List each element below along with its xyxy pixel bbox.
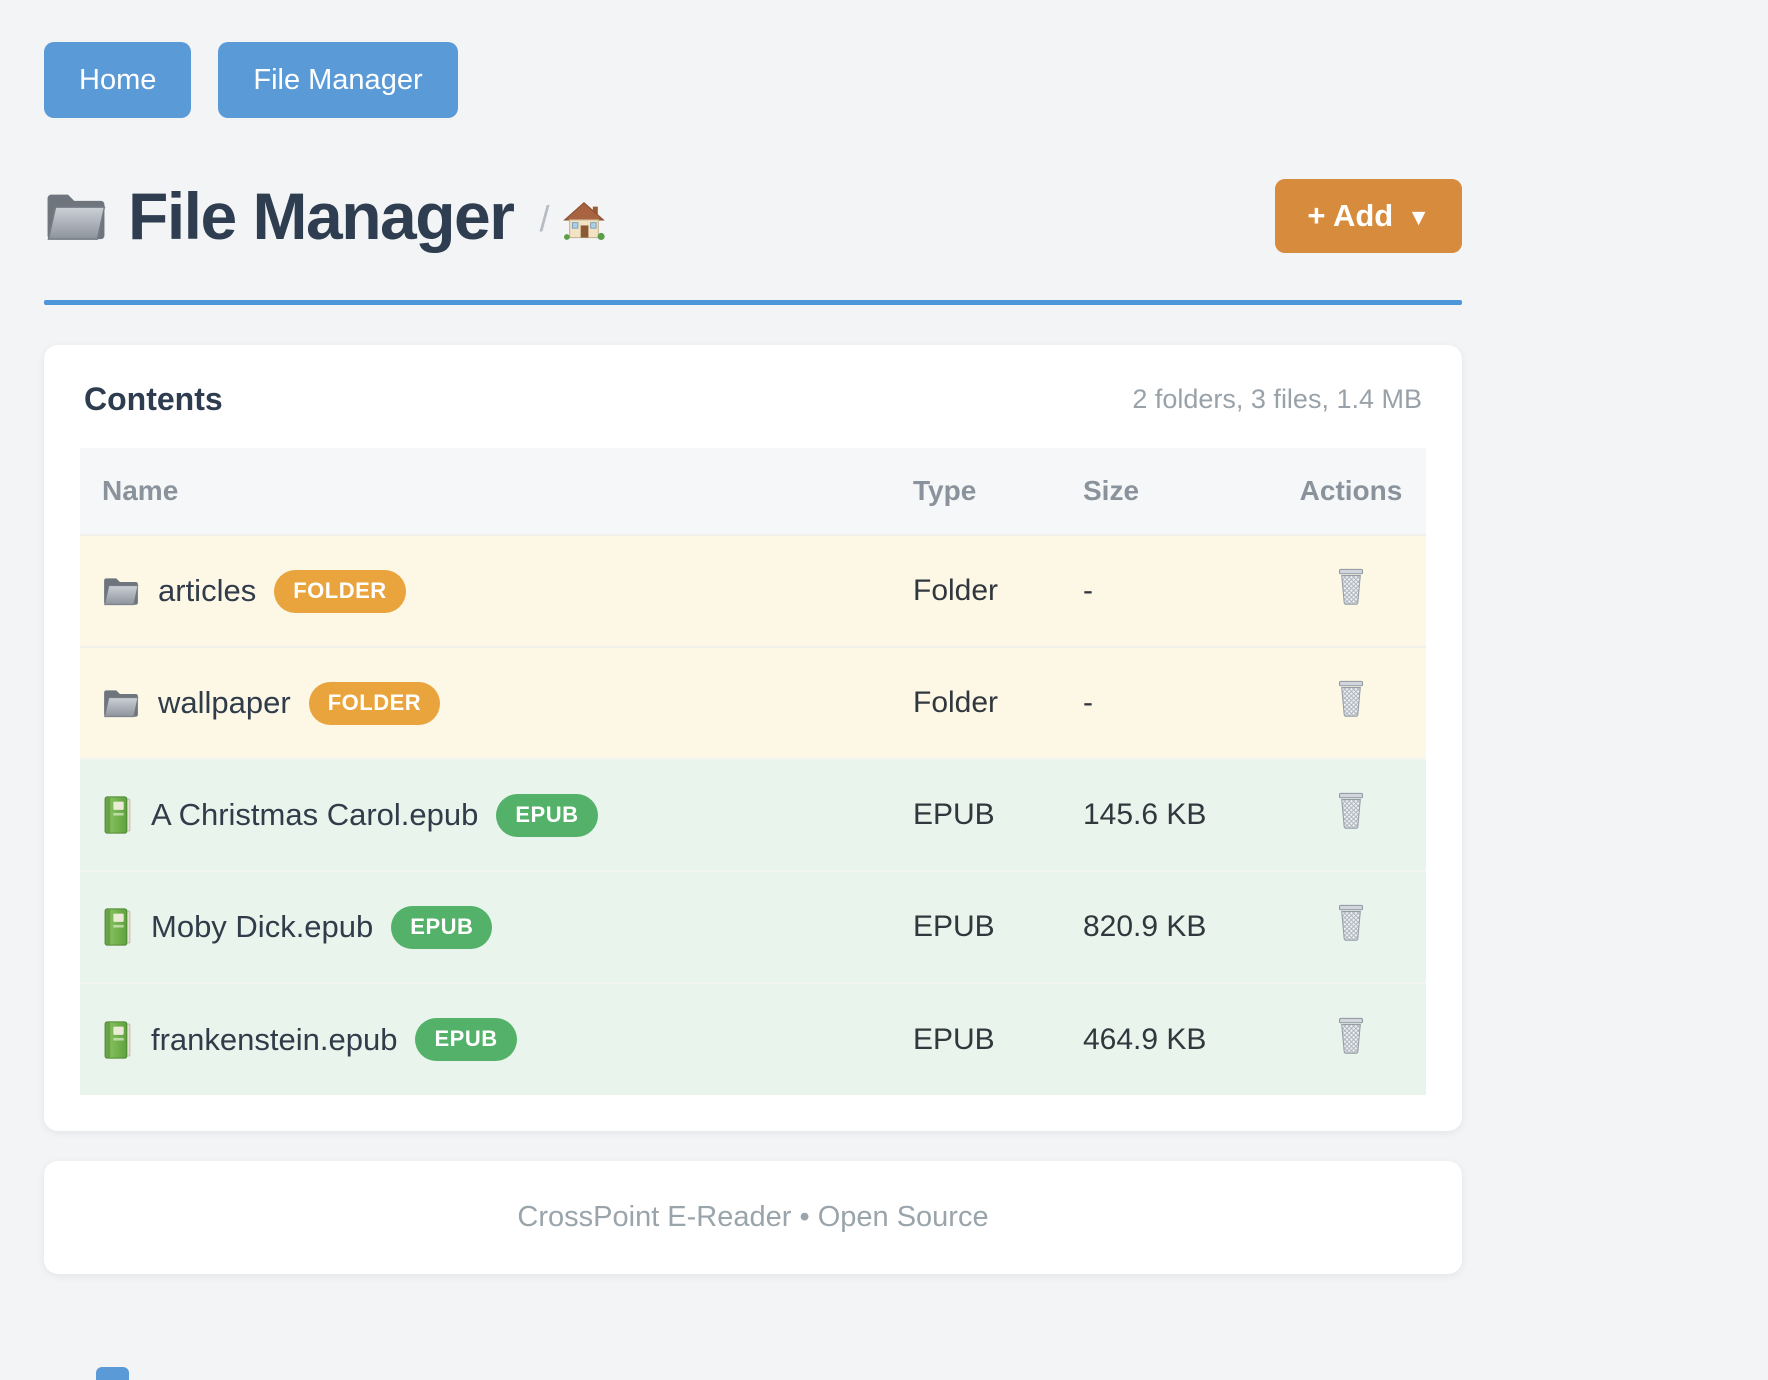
file-size: -	[1061, 534, 1276, 647]
green-book-icon	[102, 795, 133, 835]
contents-card: Contents 2 folders, 3 files, 1.4 MB Name…	[44, 345, 1462, 1131]
title-group: File Manager /	[44, 178, 606, 254]
trash-icon	[1336, 568, 1366, 610]
footer-text: CrossPoint E-Reader • Open Source	[517, 1201, 989, 1233]
add-button-label: + Add	[1307, 198, 1394, 233]
epub-badge: EPUB	[415, 1018, 517, 1061]
column-header-type: Type	[891, 448, 1061, 535]
title-divider	[44, 300, 1462, 305]
file-name-link[interactable]: wallpaper	[158, 685, 291, 720]
file-type: EPUB	[891, 982, 1061, 1095]
nav-home-button[interactable]: Home	[44, 42, 192, 118]
page-header: File Manager / + Add ▼	[44, 178, 1462, 254]
file-name-link[interactable]: articles	[158, 573, 257, 608]
file-size: 464.9 KB	[1061, 982, 1276, 1095]
trash-icon	[1336, 792, 1366, 834]
trash-icon	[1336, 1017, 1366, 1059]
page-title: File Manager	[128, 179, 515, 253]
folder-badge: FOLDER	[274, 569, 406, 613]
delete-button[interactable]	[1336, 1016, 1366, 1056]
delete-button[interactable]	[1336, 679, 1366, 719]
table-row[interactable]: A Christmas Carol.epub EPUB EPUB 145.6 K…	[80, 758, 1426, 871]
house-icon[interactable]	[563, 201, 606, 241]
table-header-row: Name Type Size Actions	[80, 448, 1426, 535]
epub-badge: EPUB	[496, 793, 598, 837]
delete-button[interactable]	[1336, 791, 1366, 831]
table-row[interactable]: articles FOLDER Folder -	[80, 534, 1426, 647]
add-button[interactable]: + Add ▼	[1275, 179, 1462, 253]
trash-icon	[1336, 904, 1366, 946]
contents-card-header: Contents 2 folders, 3 files, 1.4 MB	[80, 381, 1426, 418]
footer: CrossPoint E-Reader • Open Source	[44, 1161, 1462, 1274]
file-type: EPUB	[891, 870, 1061, 983]
page: Home File Manager File Manager / + Add ▼…	[44, 0, 1462, 1274]
file-type: Folder	[891, 534, 1061, 647]
column-header-actions: Actions	[1276, 448, 1426, 535]
folder-badge: FOLDER	[308, 681, 441, 725]
top-nav: Home File Manager	[44, 42, 1462, 118]
folder-icon	[102, 687, 140, 719]
file-type: Folder	[891, 646, 1061, 759]
delete-button[interactable]	[1336, 903, 1366, 943]
contents-summary: 2 folders, 3 files, 1.4 MB	[1132, 384, 1422, 414]
trash-icon	[1336, 680, 1366, 722]
file-name-link[interactable]: frankenstein.epub	[151, 1021, 398, 1057]
partially-visible-button[interactable]	[96, 1367, 129, 1380]
breadcrumb-separator: /	[539, 198, 550, 239]
delete-button[interactable]	[1336, 567, 1366, 607]
epub-badge: EPUB	[391, 905, 493, 949]
folder-icon	[44, 189, 108, 243]
green-book-icon	[102, 907, 133, 947]
folder-icon	[102, 575, 140, 607]
contents-heading: Contents	[84, 381, 223, 417]
table-row[interactable]: Moby Dick.epub EPUB EPUB 820.9 KB	[80, 870, 1426, 983]
file-size: 820.9 KB	[1061, 870, 1276, 983]
file-name-link[interactable]: Moby Dick.epub	[151, 909, 374, 944]
file-type: EPUB	[891, 758, 1061, 871]
column-header-size: Size	[1061, 448, 1276, 535]
file-name-link[interactable]: A Christmas Carol.epub	[151, 797, 479, 832]
file-table: Name Type Size Actions articles FOLDER	[80, 448, 1426, 1095]
green-book-icon	[102, 1020, 133, 1060]
nav-file-manager-button[interactable]: File Manager	[218, 42, 458, 118]
table-row[interactable]: wallpaper FOLDER Folder -	[80, 646, 1426, 759]
caret-down-icon: ▼	[1407, 203, 1430, 230]
file-size: -	[1061, 646, 1276, 759]
column-header-name: Name	[80, 448, 891, 535]
table-row[interactable]: frankenstein.epub EPUB EPUB 464.9 KB	[80, 982, 1426, 1095]
file-size: 145.6 KB	[1061, 758, 1276, 871]
